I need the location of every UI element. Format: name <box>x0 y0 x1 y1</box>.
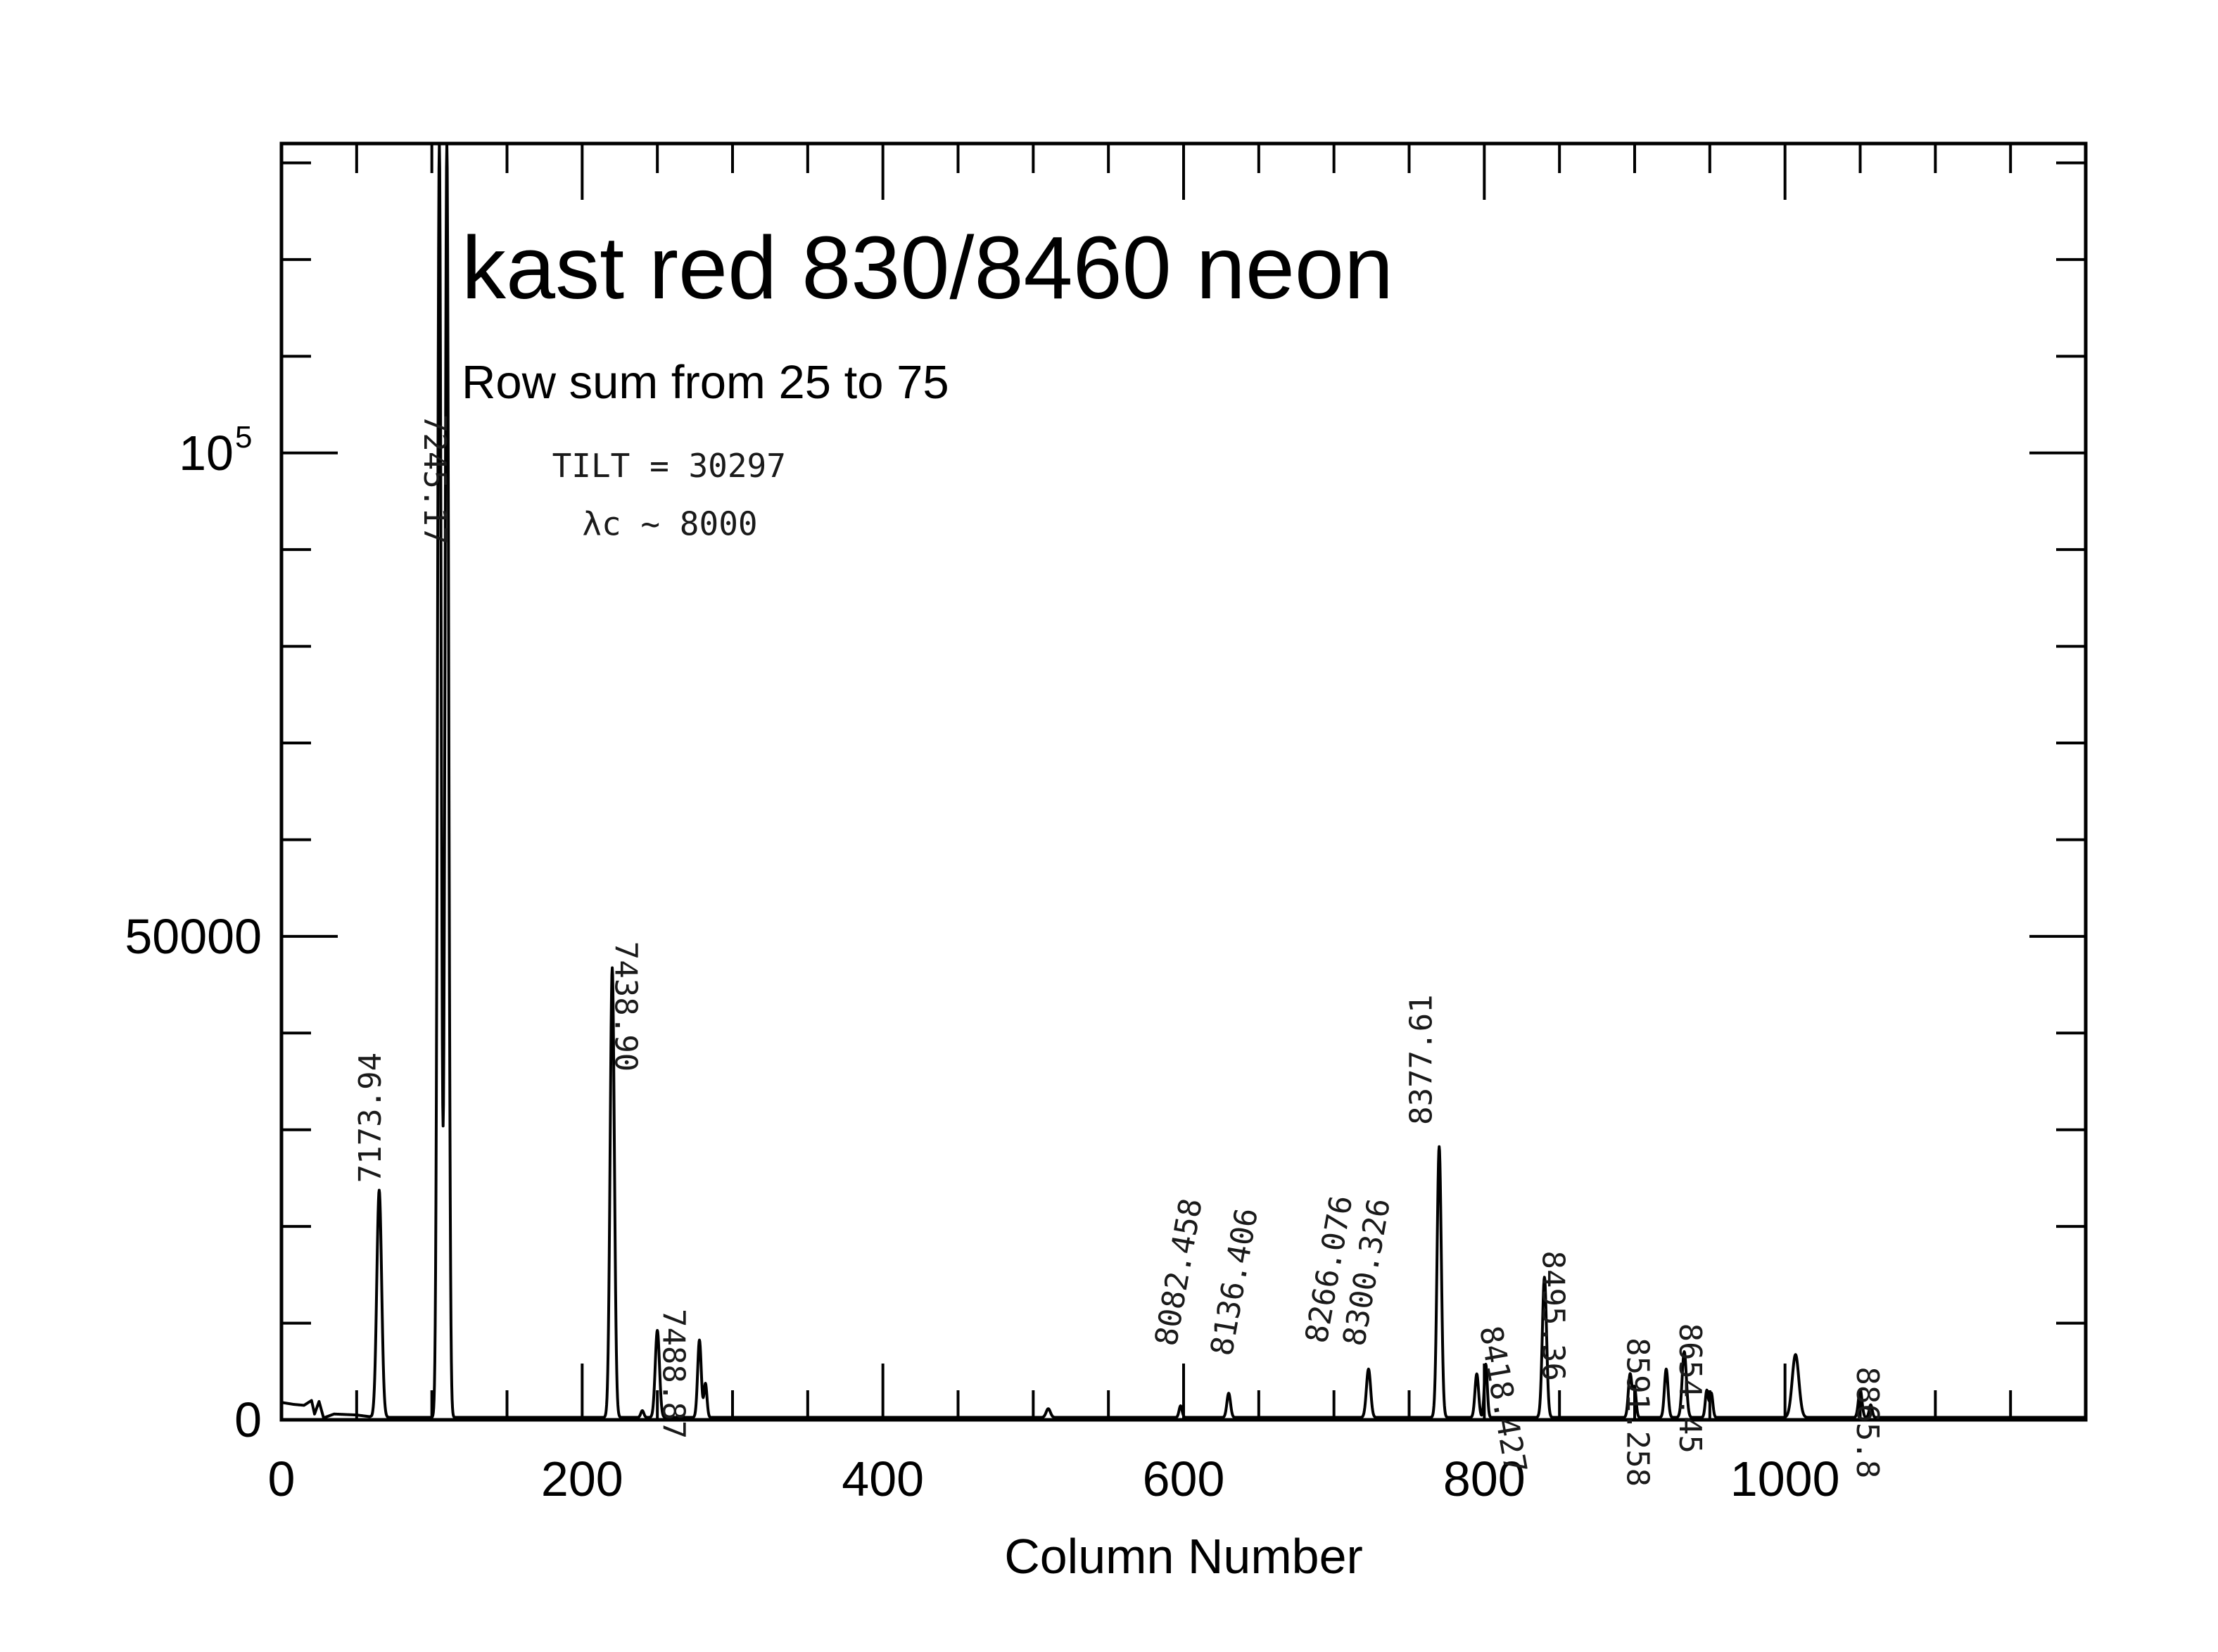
spectrum-line <box>280 142 2087 1420</box>
x-axis-ticks <box>280 144 2013 1420</box>
y-tick-label: 50000 <box>125 909 262 964</box>
y-tick-label: 10 <box>179 426 234 481</box>
x-tick-label: 0 <box>268 1451 296 1506</box>
wavelength-label: 7245.17 <box>417 414 452 545</box>
wavelength-label: 7173.94 <box>353 1053 388 1183</box>
handwritten-note: λc ~ 8000 <box>582 505 757 543</box>
x-tick-label: 800 <box>1443 1451 1526 1506</box>
chart-title: kast red 830/8460 neon <box>462 218 1393 317</box>
wavelength-label: 7488.87 <box>656 1309 692 1439</box>
wavelength-label: 8865.8 <box>1849 1366 1885 1478</box>
wavelength-label: 8591.258 <box>1619 1338 1655 1487</box>
wavelength-label: 8377.61 <box>1404 994 1440 1124</box>
wavelength-label: 7438.90 <box>607 941 643 1072</box>
wavelength-label: 8654.45 <box>1672 1323 1708 1454</box>
x-tick-label: 200 <box>541 1451 623 1506</box>
x-tick-labels: 0 200 400 600 800 1000 <box>268 1451 1840 1506</box>
x-axis-label: Column Number <box>1004 1529 1363 1584</box>
handwritten-note: TILT = 30297 <box>552 447 786 485</box>
y-tick-label-exponent: 5 <box>235 420 252 455</box>
x-tick-label: 1000 <box>1730 1451 1840 1506</box>
handwritten-notes: TILT = 30297 λc ~ 8000 <box>552 447 786 542</box>
x-tick-label: 400 <box>842 1451 924 1506</box>
chart-subtitle: Row sum from 25 to 75 <box>462 356 949 409</box>
plot-frame <box>279 141 2088 1422</box>
x-tick-label: 600 <box>1143 1451 1225 1506</box>
y-axis-ticks <box>281 161 2086 1421</box>
wavelength-label: 8495.36 <box>1535 1251 1571 1381</box>
y-tick-label: 0 <box>234 1392 262 1447</box>
y-tick-labels: 0 50000 10 5 <box>125 420 262 1447</box>
